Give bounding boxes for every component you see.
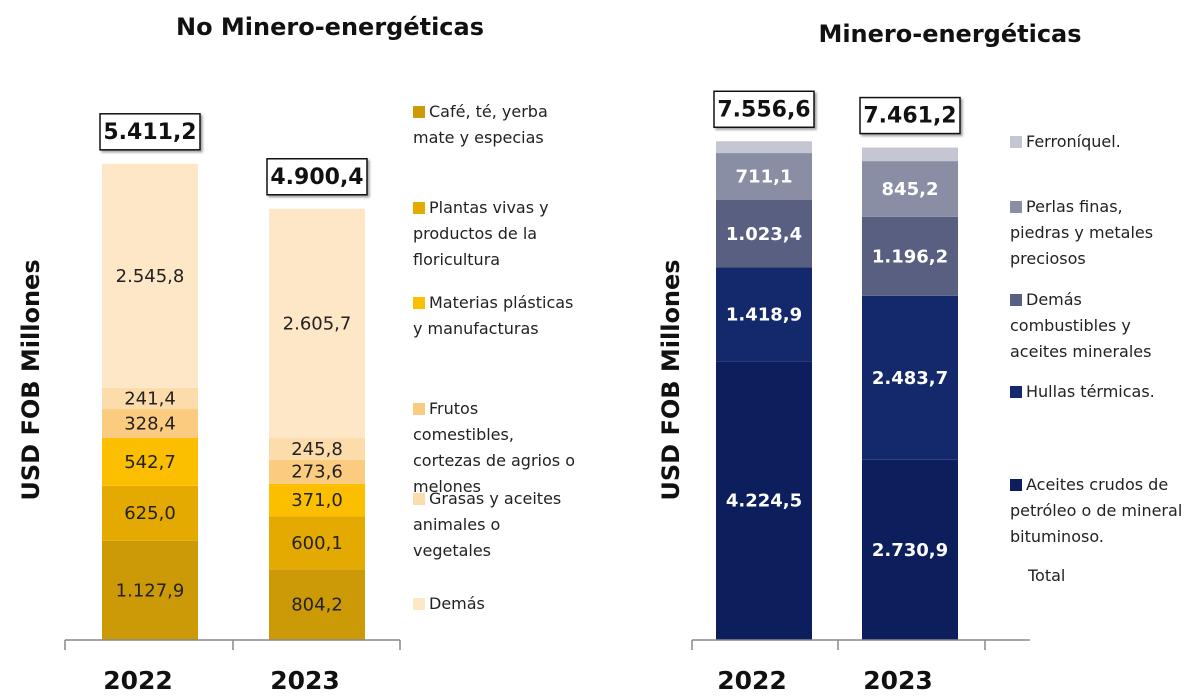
bar-segment [716,361,812,640]
value-label: 1.418,9 [726,304,802,325]
value-label: 1.127,9 [116,580,185,601]
value-label: 2.605,7 [283,313,352,334]
legend-swatch [413,493,425,505]
bar-segment [102,437,198,486]
value-label: 625,0 [124,503,176,524]
value-label: 600,1 [291,533,343,554]
bar-segment [716,267,812,362]
total-label: 4.900,4 [270,165,363,190]
x-tick-label: 2022 [103,666,173,695]
bar-segment [862,459,958,640]
legend-item: Frutos comestibles, cortezas de agrios o… [413,396,583,500]
value-label: 845,2 [882,179,939,200]
bar-segment [269,569,365,640]
legend-label: Materias plásticas y manufacturas [413,293,574,338]
value-label: 804,2 [291,595,343,616]
value-label: 241,4 [124,388,176,409]
total-label: 7.556,6 [717,97,810,122]
bar-segment [716,141,812,154]
bar-segment [269,208,365,439]
y-axis-label: USD FOB Millones [17,259,45,500]
legend-swatch [413,403,425,415]
y-axis-label: USD FOB Millones [657,259,685,500]
legend-item: Plantas vivas y productos de la floricul… [413,195,583,273]
bar-segment [716,153,812,200]
legend-label: Plantas vivas y productos de la floricul… [413,198,549,269]
bar-segment [102,409,198,438]
bar-segment [716,199,812,268]
value-label: 245,8 [291,439,343,460]
legend-item: Aceites crudos de petróleo o de mineral … [1010,472,1184,550]
annotation: Total [1028,566,1066,585]
legend-label: Demás [429,594,485,613]
legend-swatch [1010,386,1022,398]
bar-segment [269,459,365,484]
legend-label: Café, té, yerba mate y especias [413,102,548,147]
legend-label: Perlas finas, piedras y metales precioso… [1010,197,1154,268]
value-label: 1.023,4 [726,224,802,245]
value-label: 2.483,7 [872,368,948,389]
legend-swatch [413,202,425,214]
bar-segment [102,540,198,640]
chart-title: No Minero-energéticas [176,13,484,41]
legend-item: Perlas finas, piedras y metales precioso… [1010,194,1184,272]
legend-swatch [1010,201,1022,213]
total-box [266,158,368,196]
value-label: 273,6 [291,462,343,483]
x-tick-label: 2022 [717,666,787,695]
value-label: 711,1 [736,167,793,188]
legend-item: Café, té, yerba mate y especias [413,99,583,151]
bar-segment [102,485,198,541]
legend-swatch [413,106,425,118]
legend-label: Aceites crudos de petróleo o de mineral … [1010,475,1183,546]
x-tick-label: 2023 [270,666,340,695]
bar-segment [269,483,365,517]
bar-segment [862,147,958,162]
bar-segment [862,216,958,296]
legend-label: Hullas térmicas. [1026,382,1155,401]
legend-item: Ferroníquel. [1010,129,1184,155]
legend-swatch [1010,136,1022,148]
bar-segment [862,161,958,217]
value-label: 4.224,5 [726,491,802,512]
total-box [859,96,961,135]
value-label: 542,7 [124,452,176,473]
legend-item: Materias plásticas y manufacturas [413,290,583,342]
legend-swatch [1010,479,1022,491]
total-box [713,90,815,129]
legend-swatch [413,297,425,309]
legend-item: Hullas térmicas. [1010,379,1184,405]
legend-label: Demás combustibles y aceites minerales [1010,290,1152,361]
legend-item: Grasas y aceites animales o vegetales [413,486,583,564]
bar-segment [862,295,958,460]
total-label: 5.411,2 [103,120,196,145]
bar-segment [102,163,198,388]
legend-item: Demás combustibles y aceites minerales [1010,287,1184,365]
total-label: 7.461,2 [863,104,956,129]
total-box [99,113,201,151]
value-label: 2.545,8 [116,266,185,287]
legend-label: Grasas y aceites animales o vegetales [413,489,562,560]
legend-item: Demás [413,591,583,617]
value-label: 328,4 [124,414,176,435]
value-label: 1.196,2 [872,246,948,267]
legend-label: Frutos comestibles, cortezas de agrios o… [413,399,575,496]
value-label: 371,0 [291,490,343,511]
chart-title: Minero-energéticas [818,20,1081,48]
x-tick-label: 2023 [863,666,933,695]
bar-segment [269,516,365,570]
bar-segment [269,438,365,460]
legend-label: Ferroníquel. [1026,132,1121,151]
legend-swatch [1010,294,1022,306]
bar-segment [102,387,198,410]
legend-swatch [413,598,425,610]
value-label: 2.730,9 [872,540,948,561]
